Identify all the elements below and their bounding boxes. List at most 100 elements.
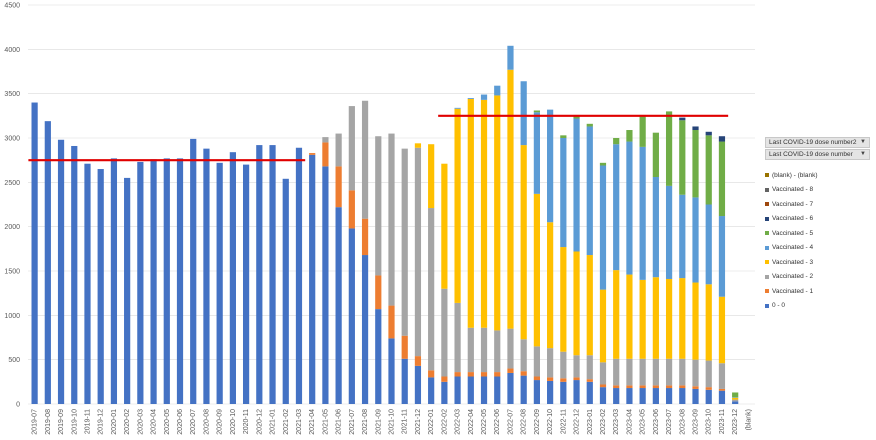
bar-segment — [494, 95, 501, 331]
y-tick-label: 2000 — [4, 224, 20, 231]
bar-segment — [613, 385, 620, 389]
bar-segment — [599, 165, 607, 290]
x-tick-label: 2022-03 — [455, 409, 462, 435]
legend-item: Vaccinated - 6 — [765, 212, 870, 227]
bar-segment — [573, 355, 580, 378]
bar-segment — [480, 327, 488, 373]
bar-segment — [388, 338, 395, 404]
legend-swatch — [765, 187, 769, 192]
bar-segment — [533, 193, 540, 347]
bar-segment — [229, 152, 236, 404]
legend-item: Vaccinated - 1 — [765, 284, 870, 299]
x-tick-label: 2021-06 — [336, 409, 343, 435]
bar-segment — [560, 135, 567, 138]
bar-segment — [599, 289, 607, 363]
x-tick-label: 2021-02 — [283, 409, 290, 435]
x-tick-label: 2022-11 — [560, 409, 567, 434]
bar-segment — [626, 385, 633, 389]
bar-segment — [613, 270, 620, 359]
bar-segment — [586, 379, 593, 382]
bar-segment — [692, 388, 699, 404]
bar-segment — [414, 143, 422, 148]
x-tick-label: 2023-11 — [719, 409, 726, 434]
legend-swatch — [765, 245, 769, 250]
bar-segment — [560, 351, 567, 379]
bar-segment — [639, 279, 646, 359]
bar-segment — [414, 147, 422, 357]
bar-segment — [480, 99, 488, 328]
bar-segment — [414, 365, 422, 404]
legend-swatch — [765, 231, 769, 236]
dose-number-dropdown-2[interactable]: Last COVID-19 dose number ▼ — [765, 149, 870, 160]
bar-segment — [679, 120, 686, 195]
x-tick-label: 2023-09 — [693, 409, 700, 435]
bar-segment — [428, 370, 435, 378]
y-tick-label: 500 — [8, 357, 20, 364]
bar-segment — [665, 385, 673, 389]
x-tick-label: 2023-04 — [626, 409, 633, 435]
x-tick-label: 2019-11 — [84, 409, 91, 434]
x-tick-label: 2023-08 — [679, 409, 686, 435]
bar-segment — [533, 110, 540, 113]
x-tick-label: 2020-04 — [151, 409, 158, 435]
bar-segment — [467, 98, 474, 328]
bar-segment — [520, 81, 527, 146]
bar-segment — [190, 138, 197, 404]
bar-segment — [71, 145, 78, 405]
bar-segment — [692, 130, 699, 198]
dose-number-dropdown-1[interactable]: Last COVID-19 dose number2 ▼ — [765, 137, 870, 148]
legend-item: Vaccinated - 3 — [765, 255, 870, 270]
bar-segment — [718, 296, 726, 364]
bar-segment — [454, 372, 461, 377]
bar-segment — [718, 216, 726, 297]
bar-segment — [679, 388, 686, 404]
dropdown-1-label: Last COVID-19 dose number2 — [769, 139, 857, 146]
bar-segment — [626, 130, 633, 142]
bar-segment — [176, 158, 184, 404]
bar-segment — [652, 277, 659, 359]
bar-segment — [718, 141, 726, 217]
bar-segment — [586, 123, 593, 127]
x-tick-label: 2023-10 — [706, 409, 713, 435]
bar-segment — [309, 153, 316, 155]
bar-segment — [718, 388, 726, 391]
bar-segment — [401, 358, 408, 404]
bar-segment — [375, 309, 382, 404]
x-tick-label: 2022-07 — [507, 409, 514, 435]
legend-item: Vaccinated - 5 — [765, 226, 870, 241]
bar-segment — [732, 401, 739, 404]
bar-segment — [599, 362, 607, 385]
bar-segment — [639, 385, 646, 389]
bar-segment — [705, 131, 712, 136]
legend-label: Vaccinated - 5 — [772, 229, 814, 237]
x-tick-label: 2020-01 — [111, 409, 118, 435]
legend-label: 0 - 0 — [772, 302, 786, 310]
bar-segment — [626, 388, 633, 404]
x-tick-label: 2020-09 — [217, 409, 224, 435]
bar-segment — [414, 356, 422, 366]
bar-segment — [626, 358, 633, 386]
x-tick-label: 2022-01 — [428, 409, 435, 435]
bar-segment — [467, 376, 474, 404]
bar-segment — [361, 100, 369, 219]
bar-segment — [692, 197, 699, 283]
bar-segment — [679, 385, 686, 389]
bar-segment — [652, 177, 659, 278]
bar-segment — [652, 132, 659, 178]
legend-swatch — [765, 216, 769, 221]
bar-segment — [454, 376, 461, 404]
legend-label: (blank) - (blank) — [772, 171, 818, 179]
x-tick-label: 2021-03 — [296, 409, 303, 435]
bar-segment — [428, 208, 435, 371]
y-tick-label: 4000 — [4, 47, 20, 54]
y-tick-label: 0 — [16, 402, 20, 409]
bar-segment — [507, 368, 514, 373]
x-tick-label: 2020-07 — [190, 409, 197, 435]
legend-label: Vaccinated - 4 — [772, 244, 814, 252]
bar-segment — [665, 111, 673, 186]
bar-segment — [361, 255, 369, 404]
x-tick-label: 2019-07 — [32, 409, 39, 435]
bar-segment — [732, 392, 739, 398]
bar-segment — [467, 98, 474, 99]
